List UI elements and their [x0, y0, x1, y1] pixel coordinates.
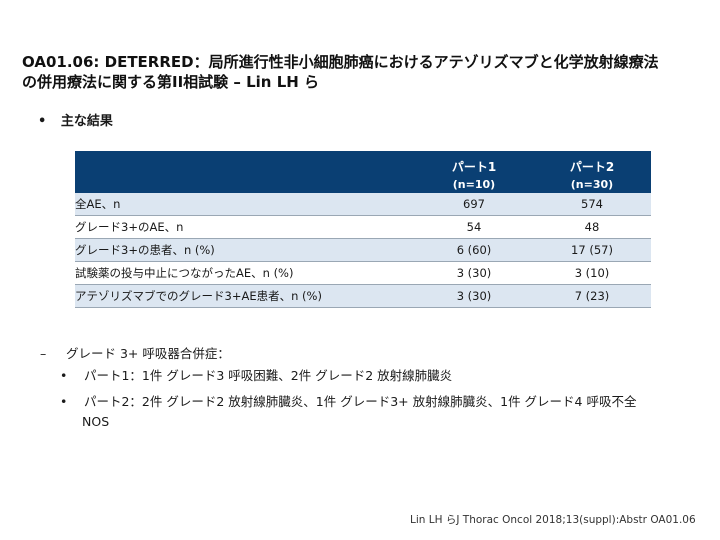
row-value-part2: 7 (23): [533, 284, 651, 308]
table-row: グレード3+のAE、n 54 48: [75, 215, 651, 239]
row-value-part1: 3 (30): [415, 284, 533, 308]
sub-heading-text: グレード 3+ 呼吸器合併症：: [65, 346, 230, 361]
table-row: 全AE、n 697 574: [75, 193, 651, 216]
title-line-1: OA01.06: DETERRED：局所進行性非小細胞肺癌におけるアテゾリズマブ…: [22, 53, 659, 71]
row-label: 試験薬の投与中止につながったAE、n (%): [75, 261, 415, 285]
sub-bullet-continuation: NOS: [82, 414, 110, 429]
main-bullet-text: 主な結果: [60, 114, 113, 129]
row-value-part2: 3 (10): [533, 261, 651, 285]
row-value-part2: 574: [533, 193, 651, 216]
sub-bullet-text: パート1：1件 グレード3 呼吸困難、2件 グレード2 放射線肺臓炎: [83, 368, 453, 383]
sub-bullet-part1: • パート1：1件 グレード3 呼吸困難、2件 グレード2 放射線肺臓炎: [60, 366, 700, 386]
dash-marker: –: [40, 346, 47, 361]
slide-title: OA01.06: DETERRED：局所進行性非小細胞肺癌におけるアテゾリズマブ…: [22, 52, 712, 92]
table-row: 試験薬の投与中止につながったAE、n (%) 3 (30) 3 (10): [75, 261, 651, 285]
bullet-marker: •: [60, 368, 68, 383]
sub-bullet-part2: • パート2：2件 グレード2 放射線肺臓炎、1件 グレード3+ 放射線肺臓炎、…: [60, 392, 700, 432]
bullet-marker: •: [60, 394, 68, 409]
table-row: グレード3+の患者、n (%) 6 (60) 17 (57): [75, 238, 651, 262]
table-header-n-row: (n=10) (n=30): [75, 175, 651, 193]
row-value-part1: 3 (30): [415, 261, 533, 285]
row-label: アテゾリズマブでのグレード3+AE患者、n (%): [75, 284, 415, 308]
row-value-part2: 17 (57): [533, 238, 651, 262]
title-line-2: の併用療法に関する第II相試験 – Lin LH ら: [22, 73, 320, 91]
table-header-group-row: パート1 パート2: [75, 151, 651, 175]
row-value-part2: 48: [533, 215, 651, 239]
bullet-marker: •: [38, 114, 47, 129]
sub-bullet-text: パート2：2件 グレード2 放射線肺臓炎、1件 グレード3+ 放射線肺臓炎、1件…: [83, 394, 637, 409]
header-part1-n: (n=10): [415, 175, 533, 193]
header-blank-cell: [75, 151, 415, 175]
row-label: 全AE、n: [75, 193, 415, 216]
results-table: パート1 パート2 (n=10) (n=30) 全AE、n 697 574 グレ…: [75, 151, 651, 308]
row-value-part1: 697: [415, 193, 533, 216]
header-part1: パート1: [415, 151, 533, 175]
row-label: グレード3+のAE、n: [75, 215, 415, 239]
header-blank-cell: [75, 175, 415, 193]
table-row: アテゾリズマブでのグレード3+AE患者、n (%) 3 (30) 7 (23): [75, 284, 651, 308]
sub-heading: – グレード 3+ 呼吸器合併症：: [40, 343, 230, 362]
row-label: グレード3+の患者、n (%): [75, 238, 415, 262]
citation: Lin LH らJ Thorac Oncol 2018;13(suppl):Ab…: [410, 514, 696, 526]
row-value-part1: 54: [415, 215, 533, 239]
main-bullet: • 主な結果: [38, 110, 113, 129]
header-part2-n: (n=30): [533, 175, 651, 193]
row-value-part1: 6 (60): [415, 238, 533, 262]
header-part2: パート2: [533, 151, 651, 175]
